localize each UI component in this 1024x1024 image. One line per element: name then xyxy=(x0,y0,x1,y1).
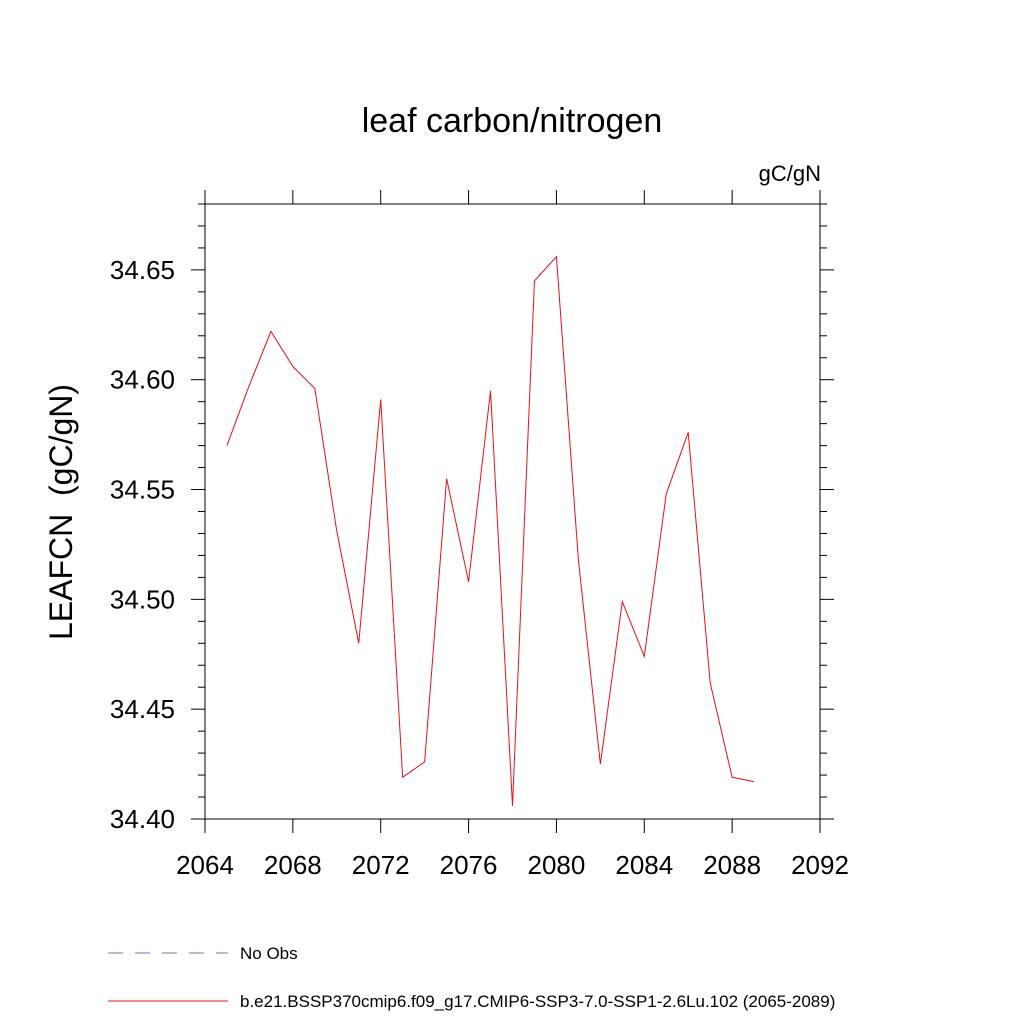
series-line xyxy=(226,255,755,806)
chart-title: leaf carbon/nitrogen xyxy=(362,102,663,140)
x-tick-label: 2076 xyxy=(440,850,498,880)
legend: No Obs b.e21.BSSP370cmip6.f09_g17.CMIP6-… xyxy=(108,944,835,1011)
y-tick-label: 34.40 xyxy=(110,804,175,834)
plot-area xyxy=(204,203,821,820)
x-tick-label: 2080 xyxy=(528,850,586,880)
x-tick-label: 2072 xyxy=(352,850,410,880)
x-tick-label: 2088 xyxy=(703,850,761,880)
units-label: gC/gN xyxy=(759,161,821,186)
x-tick-label: 2064 xyxy=(176,850,234,880)
x-tick-labels: 2064 2068 2072 2076 2080 2084 2088 2092 xyxy=(176,850,849,880)
y-tick-label: 34.55 xyxy=(110,475,175,505)
y-tick-label: 34.50 xyxy=(110,584,175,614)
y-tick-label: 34.65 xyxy=(110,255,175,285)
y-tick-label: 34.60 xyxy=(110,365,175,395)
x-tick-label: 2092 xyxy=(791,850,849,880)
legend-label-no-obs: No Obs xyxy=(240,944,298,963)
axis-ticks xyxy=(191,190,834,833)
y-axis-label: LEAFCN (gC/gN) xyxy=(43,384,79,640)
y-tick-labels: 34.40 34.45 34.50 34.55 34.60 34.65 xyxy=(110,255,175,834)
series-group xyxy=(226,255,755,806)
legend-label-model-run: b.e21.BSSP370cmip6.f09_g17.CMIP6-SSP3-7.… xyxy=(240,992,835,1011)
x-tick-label: 2084 xyxy=(615,850,673,880)
y-tick-label: 34.45 xyxy=(110,694,175,724)
x-tick-label: 2068 xyxy=(264,850,322,880)
